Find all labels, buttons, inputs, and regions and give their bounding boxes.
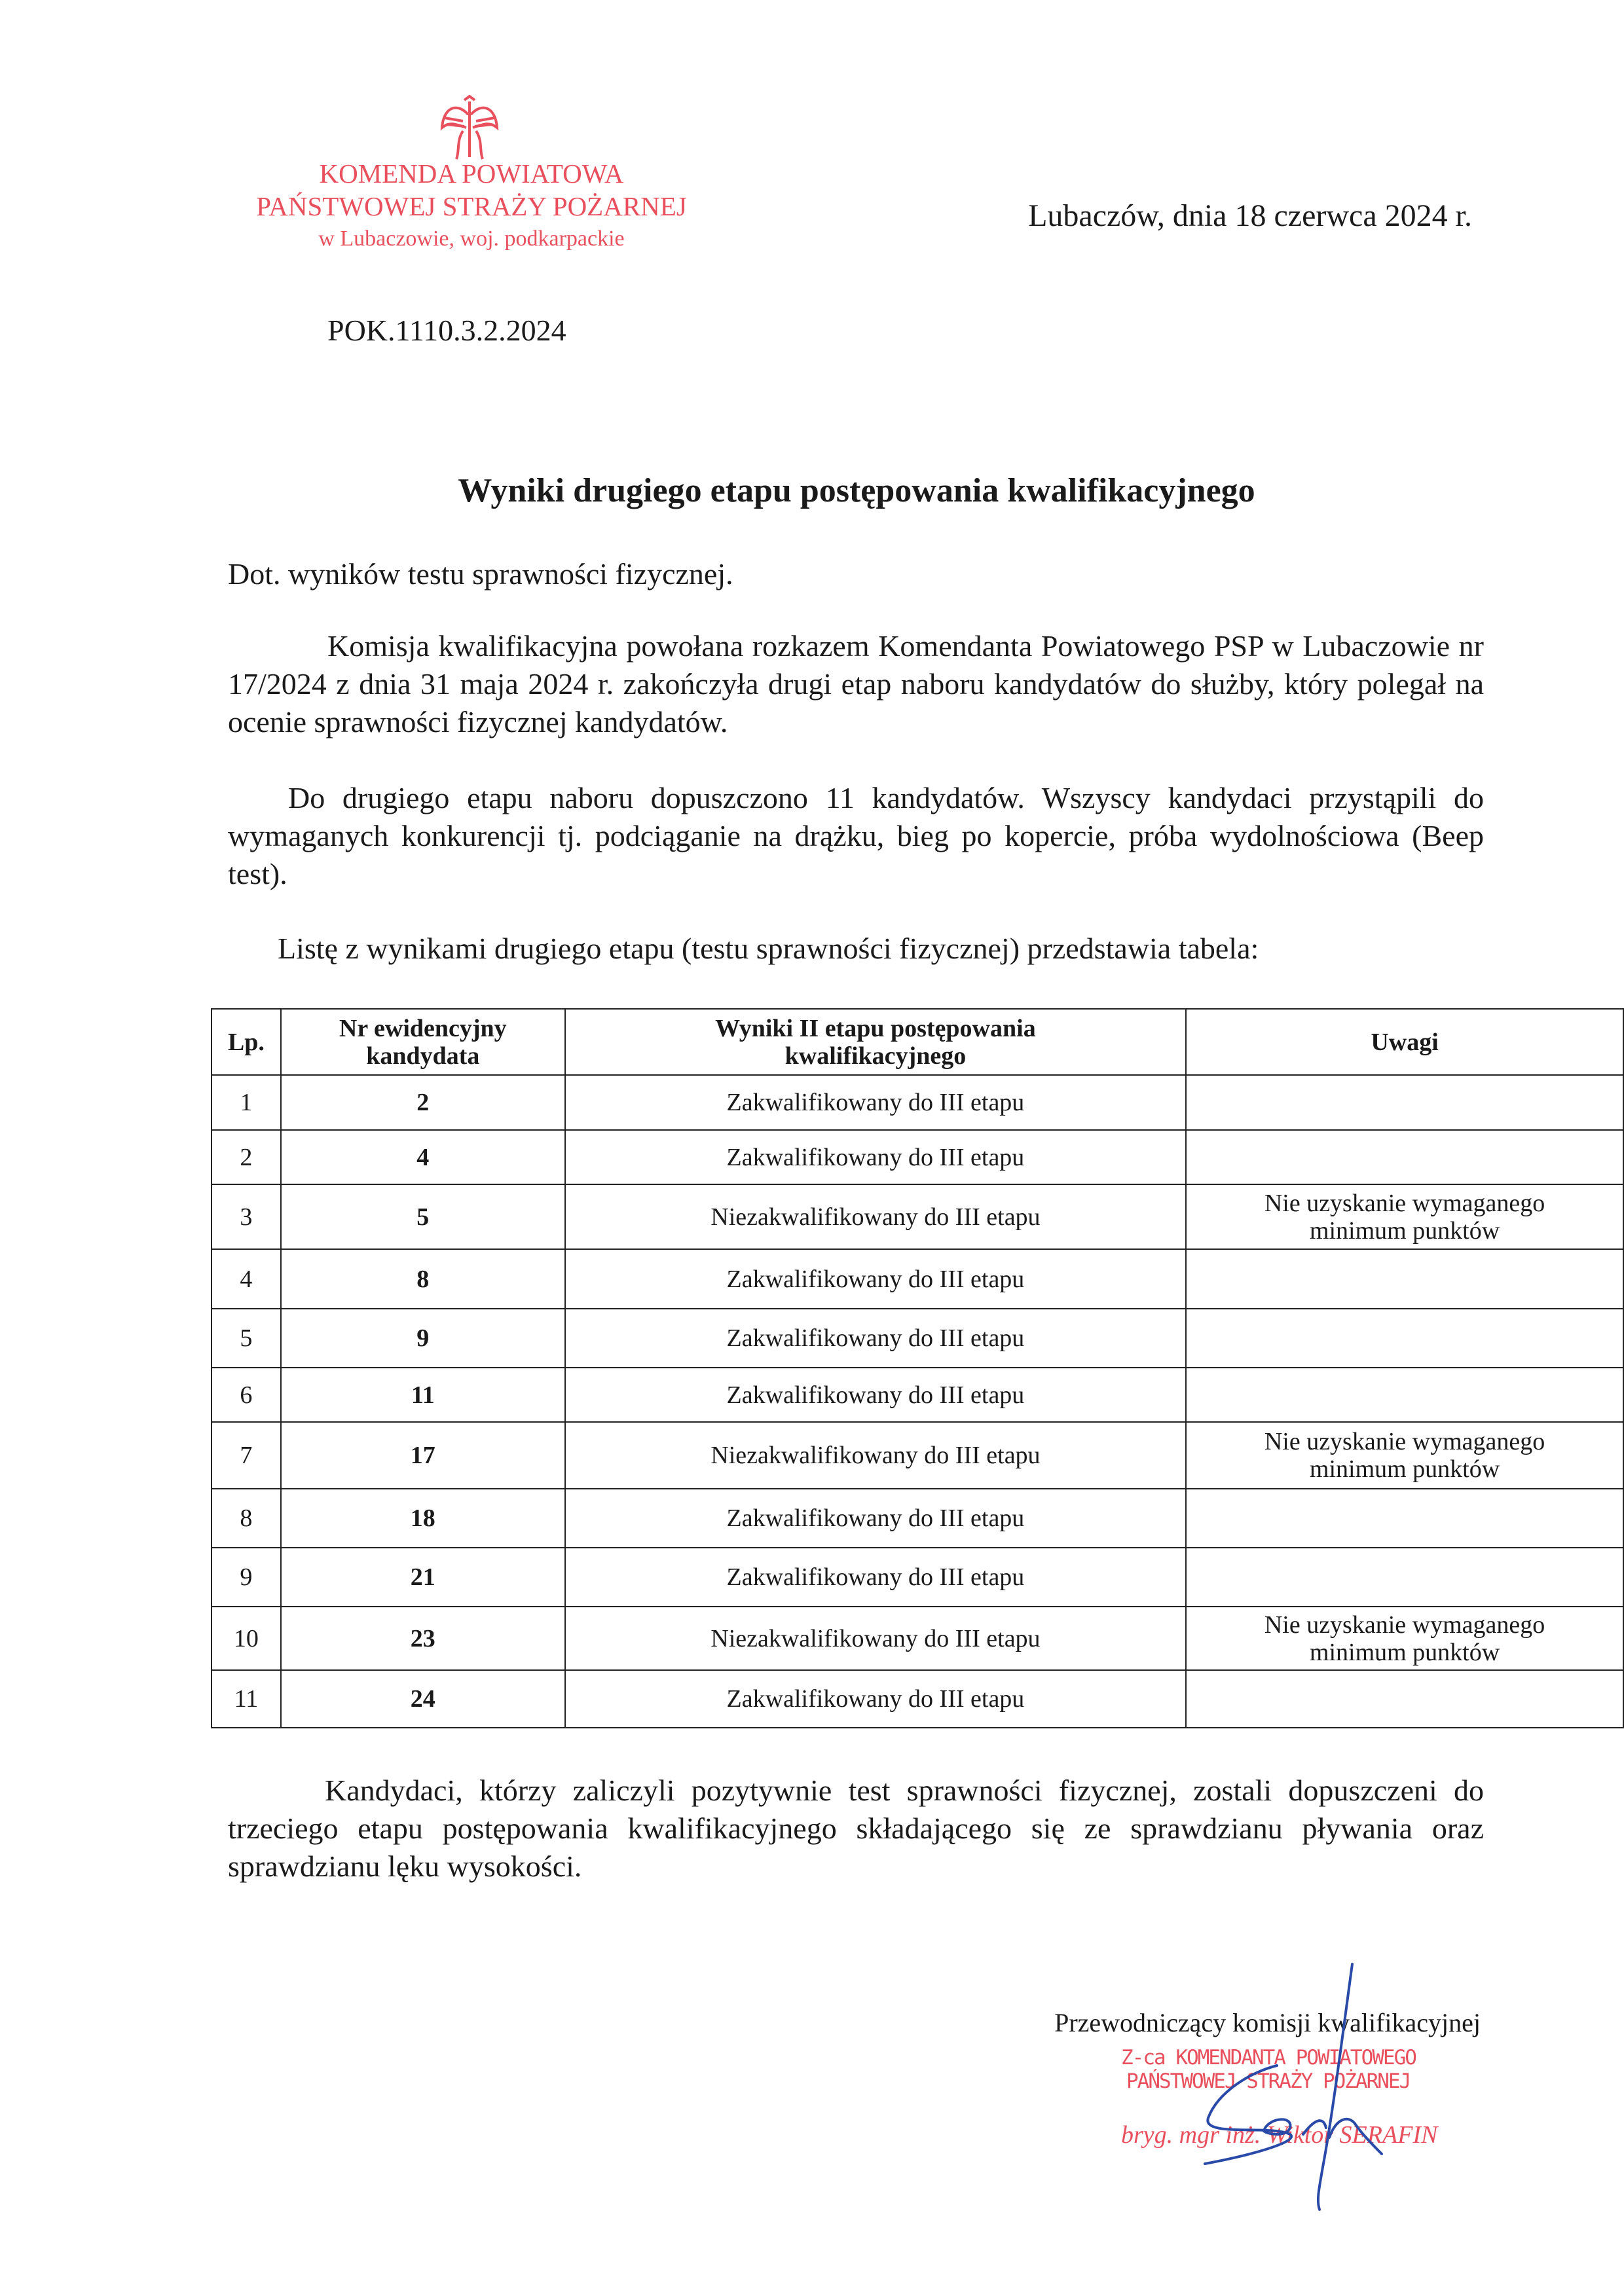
table-row: 1 2 Zakwalifikowany do III etapu — [211, 1074, 1624, 1131]
table-row: 5 9 Zakwalifikowany do III etapu — [211, 1308, 1624, 1368]
cell-remarks — [1185, 1547, 1624, 1607]
paragraph-1: Komisja kwalifikacyjna powołana rozkazem… — [228, 629, 1484, 738]
cell-result: Zakwalifikowany do III etapu — [564, 1129, 1187, 1185]
header-candidate-number: Nr ewidencyjny kandydata — [280, 1008, 566, 1076]
cell-lp: 11 — [211, 1669, 282, 1728]
cell-candidate-number: 23 — [280, 1606, 566, 1671]
cell-lp: 6 — [211, 1367, 282, 1423]
cell-result: Niezakwalifikowany do III etapu — [564, 1606, 1187, 1671]
cell-remarks — [1185, 1308, 1624, 1368]
signature-stamp: Z-ca KOMENDANTA POWIATOWEGO PAŃSTWOWEJ S… — [1121, 2046, 1437, 2149]
cell-candidate-number: 4 — [280, 1129, 566, 1185]
stamp-line-1: KOMENDA POWIATOWA — [319, 158, 624, 189]
cell-remarks — [1185, 1488, 1624, 1548]
reference-number: POK.1110.3.2.2024 — [327, 314, 566, 347]
cell-candidate-number: 2 — [280, 1074, 566, 1131]
table-row: 8 18 Zakwalifikowany do III etapu — [211, 1488, 1624, 1548]
paragraph-4: Kandydaci, którzy zaliczyli pozytywnie t… — [228, 1774, 1484, 1883]
cell-result: Niezakwalifikowany do III etapu — [564, 1421, 1187, 1489]
header-remarks: Uwagi — [1185, 1008, 1624, 1076]
cell-remarks: Nie uzyskanie wymaganego minimum punktów — [1185, 1606, 1624, 1671]
cell-lp: 5 — [211, 1308, 282, 1368]
cell-candidate-number: 18 — [280, 1488, 566, 1548]
results-table: Lp. Nr ewidencyjny kandydata Wyniki II e… — [211, 1008, 1624, 1728]
stamp-line-2: PAŃSTWOWEJ STRAŻY POŻARNEJ — [256, 191, 687, 221]
subject-line: Dot. wyników testu sprawności fizycznej. — [228, 557, 733, 591]
cell-remarks — [1185, 1129, 1624, 1185]
signature-stamp-line-2: PAŃSTWOWEJ STRAŻY POŻARNEJ — [1126, 2069, 1411, 2093]
cell-lp: 3 — [211, 1184, 282, 1250]
document-date: Lubaczów, dnia 18 czerwca 2024 r. — [1028, 198, 1472, 233]
cell-lp: 8 — [211, 1488, 282, 1548]
signature-title: Przewodniczący komisji kwalifikacyjnej — [1054, 2008, 1481, 2037]
cell-result: Zakwalifikowany do III etapu — [564, 1308, 1187, 1368]
cell-candidate-number: 5 — [280, 1184, 566, 1250]
cell-candidate-number: 24 — [280, 1669, 566, 1728]
signature-stamp-line-1: Z-ca KOMENDANTA POWIATOWEGO — [1121, 2046, 1417, 2069]
cell-remarks: Nie uzyskanie wymaganego minimum punktów — [1185, 1421, 1624, 1489]
cell-lp: 2 — [211, 1129, 282, 1185]
cell-candidate-number: 9 — [280, 1308, 566, 1368]
cell-result: Zakwalifikowany do III etapu — [564, 1488, 1187, 1548]
stamp-line-3: w Lubaczowie, woj. podkarpackie — [318, 227, 625, 251]
paragraph-3: Listę z wynikami drugiego etapu (testu s… — [278, 932, 1259, 965]
cell-result: Zakwalifikowany do III etapu — [564, 1367, 1187, 1423]
table-row: 10 23 Niezakwalifikowany do III etapu Nie u… — [211, 1606, 1624, 1671]
cell-result: Zakwalifikowany do III etapu — [564, 1074, 1187, 1131]
cell-remarks: Nie uzyskanie wymaganego minimum punktów — [1185, 1184, 1624, 1250]
cell-lp: 9 — [211, 1547, 282, 1607]
cell-lp: 4 — [211, 1248, 282, 1309]
cell-lp: 7 — [211, 1421, 282, 1489]
cell-candidate-number: 11 — [280, 1367, 566, 1423]
cell-candidate-number: 21 — [280, 1547, 566, 1607]
paragraph-2: Do drugiego etapu naboru dopuszczono 11 … — [228, 781, 1484, 890]
document-title: Wyniki drugiego etapu postępowania kwali… — [458, 472, 1255, 509]
emblem-eagle-icon — [437, 94, 502, 164]
table-row: 6 11 Zakwalifikowany do III etapu — [211, 1367, 1624, 1423]
cell-result: Zakwalifikowany do III etapu — [564, 1669, 1187, 1728]
cell-result: Niezakwalifikowany do III etapu — [564, 1184, 1187, 1250]
cell-candidate-number: 17 — [280, 1421, 566, 1489]
handwritten-signature — [1192, 1958, 1388, 2223]
table-row: 9 21 Zakwalifikowany do III etapu — [211, 1547, 1624, 1607]
table-row: 11 24 Zakwalifikowany do III etapu — [211, 1669, 1624, 1728]
table-row: 7 17 Niezakwalifikowany do III etapu Nie uz… — [211, 1421, 1624, 1489]
cell-lp: 1 — [211, 1074, 282, 1131]
header-results: Wyniki II etapu postępowania kwalifikacy… — [564, 1008, 1187, 1076]
cell-result: Zakwalifikowany do III etapu — [564, 1547, 1187, 1607]
cell-remarks — [1185, 1248, 1624, 1309]
table-row: 4 8 Zakwalifikowany do III etapu — [211, 1248, 1624, 1309]
cell-lp: 10 — [211, 1606, 282, 1671]
table-row: 3 5 Niezakwalifikowany do III etapu Nie uzy… — [211, 1184, 1624, 1250]
table-row: 2 4 Zakwalifikowany do III etapu — [211, 1129, 1624, 1185]
cell-remarks — [1185, 1074, 1624, 1131]
header-lp: Lp. — [211, 1008, 282, 1076]
cell-candidate-number: 8 — [280, 1248, 566, 1309]
cell-remarks — [1185, 1669, 1624, 1728]
cell-result: Zakwalifikowany do III etapu — [564, 1248, 1187, 1309]
header-stamp: KOMENDA POWIATOWA PAŃSTWOWEJ STRAŻY POŻA… — [249, 157, 694, 255]
cell-remarks — [1185, 1367, 1624, 1423]
